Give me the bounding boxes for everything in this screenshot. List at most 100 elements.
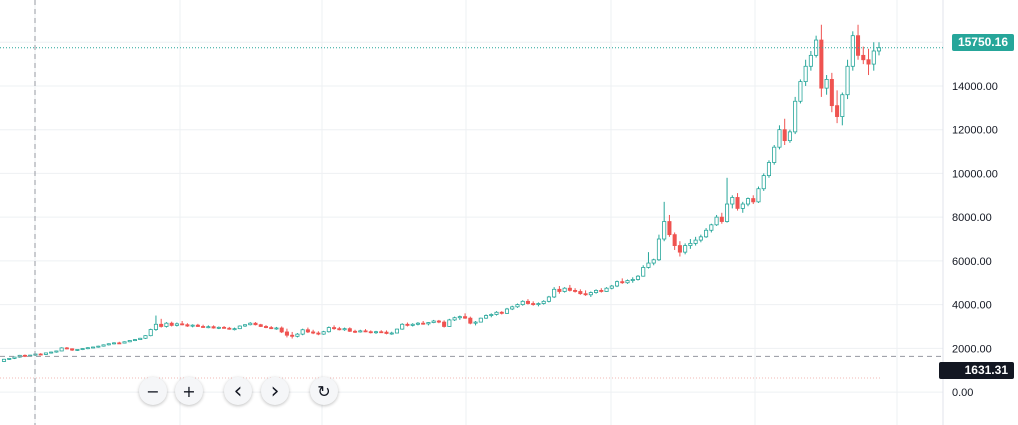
candle-body (1, 358, 7, 362)
candle-body (379, 331, 384, 334)
candle-body (473, 321, 478, 324)
candle-body (672, 234, 677, 246)
candle-body (290, 334, 295, 337)
candle-body (421, 322, 426, 325)
candle-body (195, 324, 200, 327)
candle-body (242, 324, 248, 327)
candle-body (861, 54, 866, 61)
candle-body (431, 320, 436, 323)
candle-body (588, 292, 593, 296)
candle-body (808, 54, 813, 67)
candle-body (394, 328, 399, 334)
candle-body (211, 326, 216, 329)
candle-body (630, 279, 635, 281)
scroll-right-button[interactable]: › (261, 377, 289, 405)
candle-body (499, 311, 504, 314)
candle-body (656, 238, 661, 261)
candle-body (803, 65, 808, 82)
candle-body (714, 216, 719, 226)
candle-body (677, 245, 682, 253)
candle-body (651, 259, 656, 264)
candle-body (578, 291, 583, 295)
candle-body (646, 262, 651, 268)
candle-body (856, 35, 861, 56)
y-tick-label: 14000.00 (952, 81, 998, 93)
candle-body (819, 39, 824, 89)
candle-body (525, 300, 530, 304)
candle-body (457, 316, 462, 319)
candle-body (866, 59, 871, 65)
candle-body (305, 329, 310, 333)
candle-body (12, 356, 17, 359)
candle-body (85, 347, 90, 350)
candle-body (316, 332, 321, 335)
candle-body (709, 224, 714, 231)
candle-body (332, 327, 337, 330)
candle-body (400, 323, 405, 330)
candle-body (384, 331, 389, 334)
candle-body (683, 245, 688, 253)
candle-body (725, 203, 730, 222)
zoom-in-button[interactable]: + (175, 377, 203, 405)
candle-body (279, 327, 284, 333)
candle-body (782, 129, 787, 142)
candle-body (447, 319, 452, 327)
candle-body (75, 349, 80, 351)
candle-body (337, 328, 342, 331)
candle-body (745, 198, 751, 205)
reset-chart-button[interactable]: ↻ (310, 377, 338, 405)
candle-body (164, 322, 169, 327)
candle-body (232, 328, 237, 331)
candle-body (520, 300, 525, 306)
candle-body (49, 351, 54, 354)
candle-body (43, 352, 48, 355)
candle-body (541, 300, 546, 304)
last-price-label: 15750.16 (951, 34, 1014, 51)
candle-body (389, 332, 394, 335)
candle-body (704, 229, 709, 238)
y-tick-label: 6000.00 (952, 256, 992, 268)
candle-body (190, 324, 195, 327)
candle-body (70, 348, 75, 351)
candle-body (625, 280, 630, 284)
candle-body (373, 331, 379, 334)
candle-body (835, 105, 840, 117)
candle-body (405, 323, 410, 326)
candle-body (258, 324, 263, 327)
candle-body (756, 188, 761, 203)
y-tick-label: 2000.00 (952, 343, 992, 355)
candle-body (295, 333, 300, 337)
candle-body (845, 65, 850, 96)
candle-body (688, 242, 693, 246)
y-tick-label: 12000.00 (952, 125, 998, 137)
candle-body (484, 315, 489, 319)
scroll-left-button[interactable]: ‹ (224, 377, 252, 405)
candle-body (546, 296, 551, 302)
candle-body (216, 326, 221, 329)
candle-body (148, 329, 153, 337)
add-plus-icon[interactable]: + (924, 363, 939, 378)
candle-body (667, 221, 672, 236)
candle-body (180, 323, 185, 326)
zoom-out-button[interactable]: − (139, 377, 167, 405)
candle-body (326, 327, 331, 333)
candle-body (222, 326, 227, 329)
candle-body (132, 339, 138, 341)
candle-body (363, 330, 368, 333)
candle-body (248, 322, 253, 326)
candle-body (840, 94, 845, 117)
candle-body (604, 287, 609, 292)
candle-body (662, 221, 667, 240)
candle-body (829, 79, 834, 107)
candle-body (347, 328, 352, 332)
candle-body (253, 322, 258, 326)
candle-body (159, 323, 164, 327)
candle-body (353, 330, 358, 333)
candle-body (536, 303, 541, 306)
candle-body (557, 288, 562, 292)
candle-body (101, 344, 106, 347)
candle-body (635, 275, 641, 280)
candle-body (368, 331, 373, 334)
candle-body (38, 353, 43, 356)
